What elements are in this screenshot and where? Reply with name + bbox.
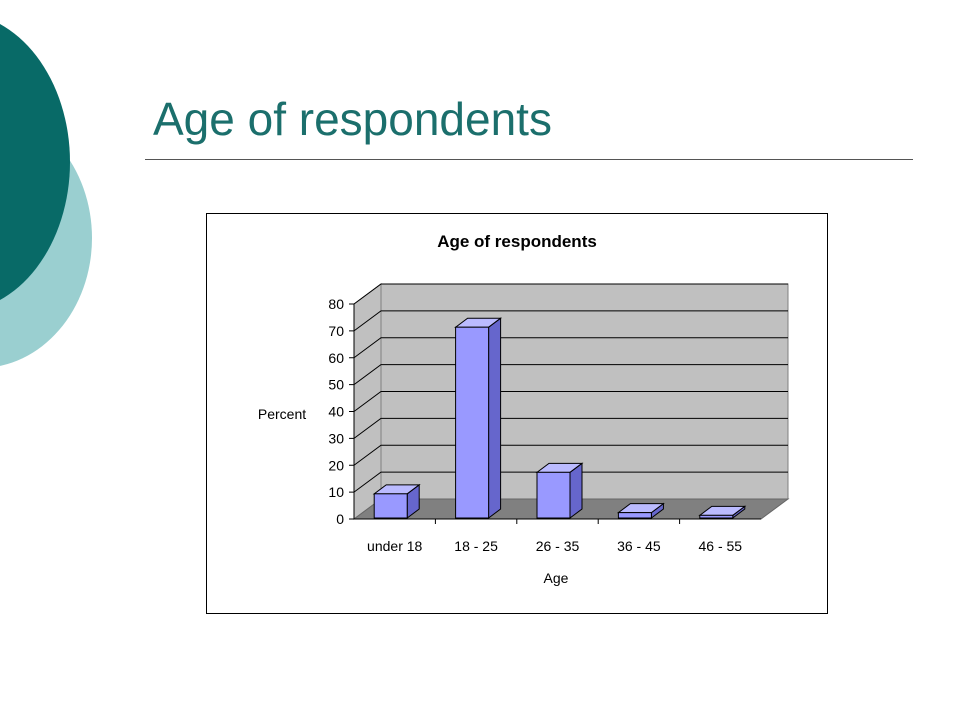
y-tick-label: 60 [328, 350, 344, 366]
y-tick-label: 30 [328, 430, 344, 446]
bar [372, 483, 421, 519]
y-tick-label: 20 [328, 457, 344, 473]
bar-chart: 0 10 20 30 40 50 60 70 80 under 18 18 - 25 26 - 35… [258, 232, 790, 586]
slide-title: Age of respondents [153, 93, 552, 145]
y-tick-label: 80 [328, 296, 344, 312]
x-tick-label: 18 - 25 [454, 538, 498, 554]
decorative-circles [0, 24, 92, 366]
gridline [353, 471, 788, 493]
bar-front [373, 493, 408, 519]
gridline [353, 310, 788, 332]
y-axis: 0 10 20 30 40 50 60 70 80 [328, 296, 355, 527]
bar-side [488, 317, 502, 519]
bar [698, 505, 747, 519]
bar [616, 502, 665, 519]
bar [535, 462, 584, 519]
chart-title: Age of respondents [437, 232, 597, 251]
x-axis: under 18 18 - 25 26 - 35 36 - 45 46 - 55 [354, 518, 761, 554]
bar-front [536, 471, 571, 519]
gridline [353, 417, 788, 439]
y-axis-label: Percent [258, 406, 306, 422]
y-tick-label: 40 [328, 404, 344, 420]
gridline [353, 283, 788, 305]
gridline [353, 337, 788, 359]
x-tick-label: 46 - 55 [699, 538, 743, 554]
y-tick-label: 70 [328, 323, 344, 339]
chart-frame: 0 10 20 30 40 50 60 70 80 under 18 18 - 25 26 - 35… [206, 213, 828, 614]
y-tick-label: 10 [328, 484, 344, 500]
bars [372, 317, 747, 519]
bar-front [617, 512, 652, 519]
gridlines [353, 283, 788, 493]
x-tick-label: 36 - 45 [617, 538, 661, 554]
gridline [353, 391, 788, 412]
dark-teal-circle [0, 24, 70, 300]
y-tick-label: 0 [336, 511, 344, 527]
gridline [353, 444, 788, 466]
bar-front [455, 326, 490, 519]
x-tick-label: under 18 [367, 538, 422, 554]
x-tick-label: 26 - 35 [536, 538, 580, 554]
gridline [353, 364, 788, 386]
bar [454, 317, 503, 519]
y-tick-label: 50 [328, 377, 344, 393]
bar-front [699, 514, 734, 519]
title-divider [145, 159, 913, 160]
x-axis-label: Age [544, 570, 569, 586]
